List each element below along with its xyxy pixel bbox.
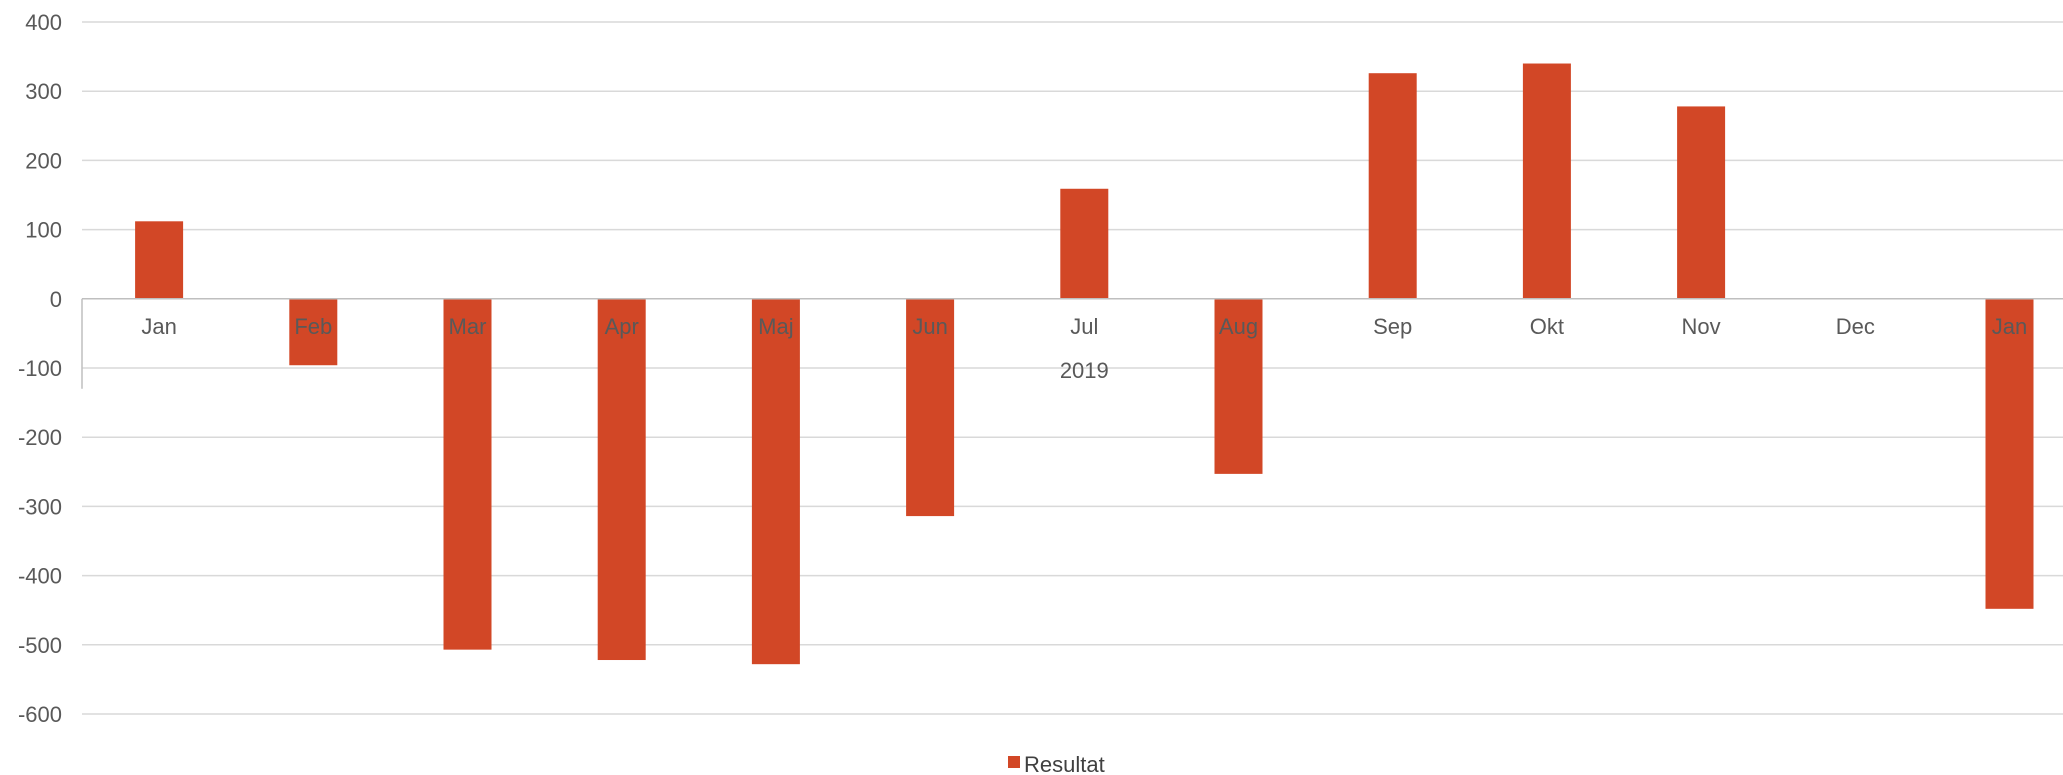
bar-mar-2 [443, 298, 492, 650]
y-tick-label: -300 [18, 494, 62, 519]
x-category-label: Jul [1070, 314, 1098, 339]
x-category-label: Aug [1219, 314, 1258, 339]
bar-nov-10 [1677, 106, 1726, 299]
bar-sep-8 [1368, 73, 1417, 299]
legend: Resultat [1008, 752, 1105, 775]
bars [135, 63, 2034, 665]
x-category-label: Apr [605, 314, 639, 339]
y-tick-label: 200 [25, 148, 62, 173]
bar-maj-4 [751, 298, 800, 665]
y-tick-label: -200 [18, 425, 62, 450]
bar-apr-3 [597, 298, 646, 661]
x-category-label: Jun [912, 314, 947, 339]
y-tick-label: 0 [50, 287, 62, 312]
y-tick-label: 100 [25, 218, 62, 243]
x-category-label: Okt [1530, 314, 1564, 339]
y-tick-label: 400 [25, 10, 62, 35]
axes [81, 298, 2063, 389]
x-category-group-label: 2019 [1060, 358, 1109, 383]
x-category-label: Maj [758, 314, 793, 339]
x-category-label: Dec [1836, 314, 1875, 339]
x-category-label: Mar [449, 314, 487, 339]
bar-jun-5 [906, 298, 955, 517]
bar-aug-7 [1214, 298, 1263, 474]
y-tick-label: -600 [18, 702, 62, 727]
bar-okt-9 [1522, 63, 1571, 299]
y-tick-label: -500 [18, 633, 62, 658]
bar-jul-6 [1060, 188, 1109, 299]
x-axis-categories: Jan Feb Mar Apr Maj Jun Jul Aug Sep Okt Nov Dec Jan 2… [141, 314, 2027, 383]
bar-jan-12 [1985, 298, 2034, 609]
x-category-label: Feb [294, 314, 332, 339]
legend-swatch [1008, 756, 1020, 768]
bar-feb-1 [289, 298, 338, 366]
x-category-label: Jan [141, 314, 176, 339]
x-category-label: Sep [1373, 314, 1412, 339]
x-category-label: Jan [1992, 314, 2027, 339]
y-tick-label: -100 [18, 356, 62, 381]
legend-label: Resultat [1024, 752, 1105, 775]
y-tick-label: 300 [25, 79, 62, 104]
bar-jan-0 [135, 221, 184, 299]
y-tick-label: -400 [18, 564, 62, 589]
y-axis-ticks: 400 300 200 100 0 -100 -200 -300 -400 -500 -600 [18, 10, 62, 727]
x-category-label: Nov [1682, 314, 1721, 339]
